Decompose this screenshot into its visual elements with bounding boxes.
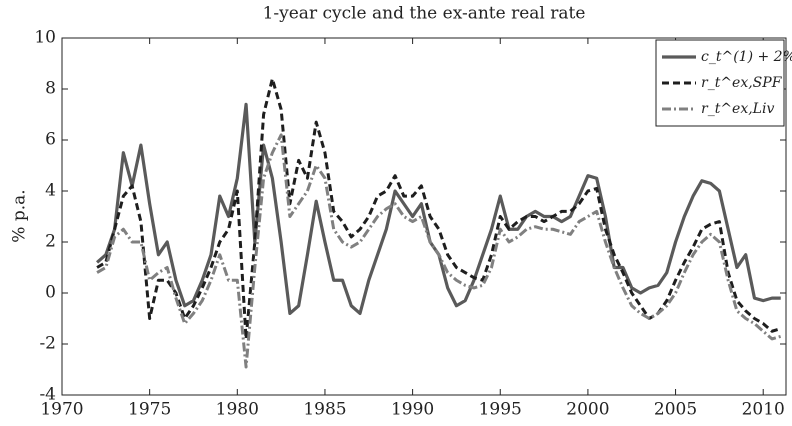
y-tick-label: 4 — [45, 181, 56, 201]
x-tick-label: 2000 — [566, 400, 609, 420]
y-tick-label: 10 — [34, 28, 56, 48]
legend-label: r_t^ex,SPF — [701, 75, 783, 91]
x-tick-label: 1970 — [40, 400, 83, 420]
y-tick-label: -4 — [39, 385, 56, 405]
y-tick-label: 6 — [45, 130, 56, 150]
x-tick-label: 1975 — [128, 400, 171, 420]
y-axis-label: % p.a. — [10, 189, 30, 242]
x-tick-label: 1990 — [391, 400, 434, 420]
x-tick-label: 2010 — [742, 400, 785, 420]
y-tick-label: -2 — [39, 334, 56, 354]
legend-label: r_t^ex,Liv — [701, 101, 774, 117]
y-tick-label: 8 — [45, 79, 56, 99]
plot-frame — [61, 37, 787, 396]
series-line — [96, 133, 782, 369]
x-tick-label: 1980 — [216, 400, 259, 420]
chart-title: 1-year cycle and the ex-ante real rate — [263, 4, 586, 24]
x-tick-label: 2005 — [654, 400, 697, 420]
y-tick-label: 2 — [45, 232, 56, 252]
series-line — [96, 77, 782, 341]
y-tick-label: 0 — [45, 283, 56, 303]
x-tick-label: 1995 — [479, 400, 522, 420]
x-tick-label: 1985 — [303, 400, 346, 420]
series-line — [96, 102, 781, 315]
legend-label: c_t^(1) + 2% — [701, 49, 792, 65]
